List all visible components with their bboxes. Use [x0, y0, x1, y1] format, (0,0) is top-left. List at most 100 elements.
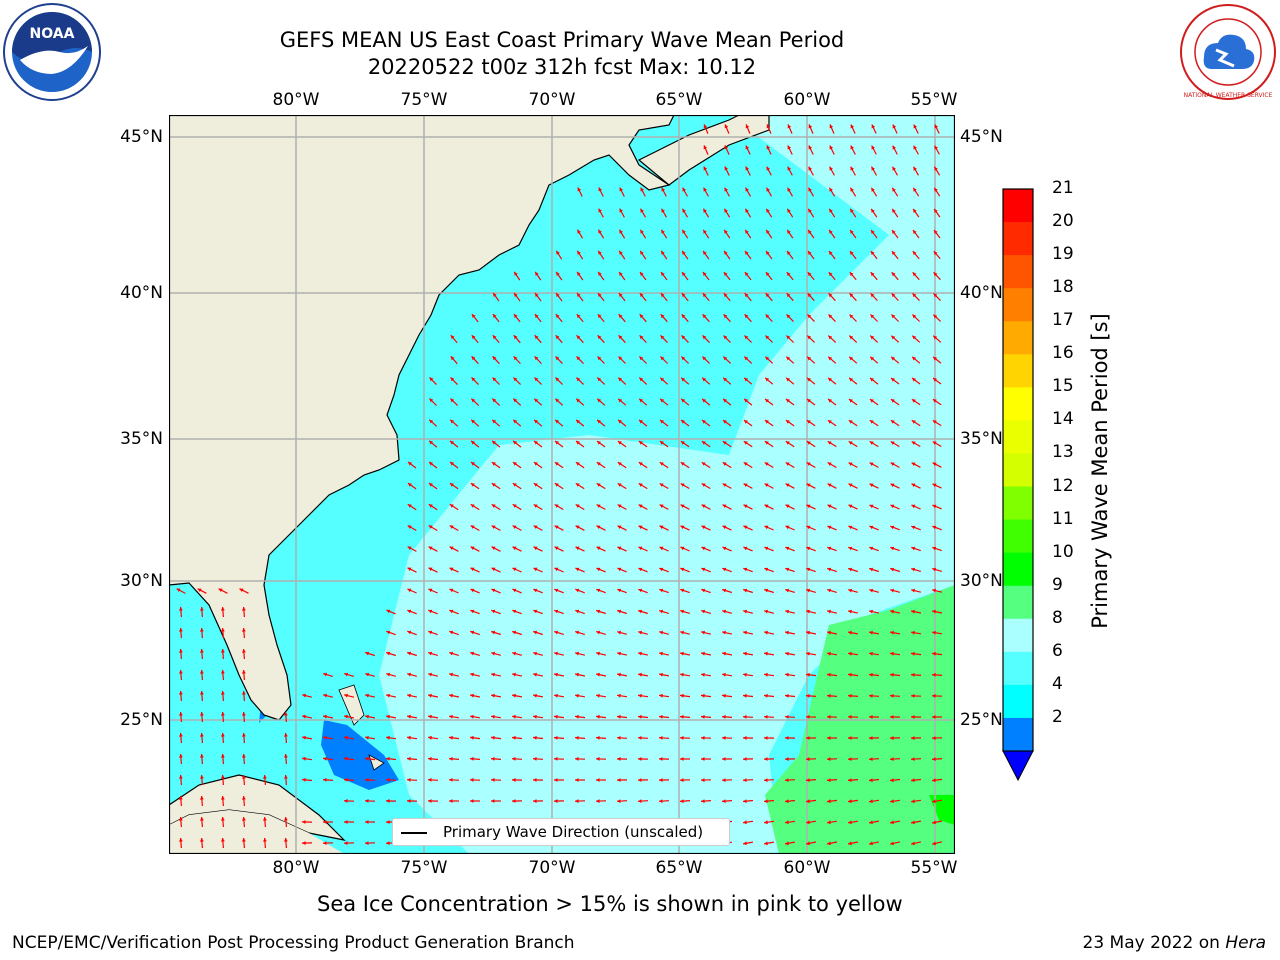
wave-arrow-head — [722, 799, 726, 803]
wave-arrow-head — [890, 609, 894, 614]
wave-arrow-head — [598, 271, 602, 276]
wave-arrow-head — [680, 630, 684, 635]
wave-arrow-head — [554, 757, 558, 761]
wave-arrow-head — [932, 609, 936, 614]
wave-arrow-head — [533, 714, 537, 719]
lat-tick-left-45n: 45°N — [120, 127, 163, 147]
wave-arrow-head — [617, 609, 622, 614]
wave-arrow-head — [764, 504, 769, 509]
wave-arrow-head — [911, 420, 916, 424]
wave-arrow-head — [911, 736, 915, 740]
wave-arrow-head — [344, 820, 348, 824]
period-2-4-bahamas — [321, 720, 399, 790]
colorbar-title: Primary Wave Mean Period [s] — [1088, 313, 1112, 629]
wave-arrow-head — [512, 588, 517, 593]
wave-arrow-head — [323, 735, 327, 740]
wave-arrow-head — [806, 483, 811, 487]
wave-arrow-head — [807, 356, 812, 361]
wave-arrow-head — [284, 712, 288, 716]
wave-arrow-head — [554, 630, 559, 635]
wave-arrow-head — [221, 838, 225, 842]
lon-tick-top-55w: 55°W — [910, 90, 958, 110]
wave-arrow-head — [242, 733, 246, 737]
wave-arrow-head — [534, 441, 538, 445]
wave-arrow-head — [786, 335, 791, 340]
wave-arrow-head — [806, 588, 811, 593]
wave-arrow-head — [179, 691, 183, 695]
wave-arrow-head — [513, 377, 518, 382]
wave-arrow-head — [344, 693, 348, 698]
wave-arrow-head — [724, 208, 728, 213]
wave-arrow-head — [745, 187, 749, 192]
wave-arrow-head — [491, 714, 495, 719]
wave-arrow-head — [911, 630, 915, 635]
wave-arrow-head — [764, 736, 768, 740]
wave-arrow-head — [242, 670, 246, 674]
wave-arrow-head — [554, 567, 559, 572]
wave-arrow-head — [682, 250, 686, 255]
wave-arrow-head — [638, 546, 643, 551]
wave-arrow-head — [533, 799, 537, 803]
wave-arrow-head — [491, 672, 495, 677]
wave-arrow-head — [848, 525, 853, 530]
colorbar-cell — [1003, 486, 1033, 521]
wave-arrow-head — [576, 419, 580, 424]
wave-arrow-head — [932, 799, 936, 804]
wave-arrow-head — [242, 712, 246, 716]
wave-arrow-head — [660, 377, 665, 382]
wave-arrow-head — [890, 399, 895, 403]
wave-arrow-head — [450, 419, 455, 424]
wave-arrow-head — [491, 735, 495, 740]
wave-arrow-head — [701, 504, 706, 508]
wave-arrow-head — [912, 356, 917, 361]
wave-arrow-head — [221, 796, 225, 800]
wave-arrow-head — [806, 820, 810, 825]
wave-arrow-head — [659, 778, 663, 782]
wave-arrow-head — [744, 335, 749, 340]
wave-arrow-head — [744, 377, 749, 382]
wave-arrow-head — [575, 609, 580, 614]
wave-arrow-head — [575, 757, 579, 761]
wave-arrow-head — [617, 799, 621, 803]
wave-arrow-head — [766, 145, 771, 150]
colorbar-cell — [1003, 585, 1033, 620]
wave-arrow-head — [743, 715, 747, 719]
wave-arrow-head — [555, 398, 560, 403]
wave-arrow-head — [659, 588, 664, 593]
footer-date: 23 May 2022 on Hera — [1083, 933, 1267, 953]
wave-arrow-head — [597, 377, 602, 382]
wave-arrow-head — [470, 546, 475, 550]
wave-arrow-head — [829, 229, 833, 234]
wave-arrow-head — [365, 841, 369, 845]
wave-arrow-head — [701, 588, 706, 593]
colorbar-label: 17 — [1052, 310, 1074, 331]
wave-arrow-head — [890, 546, 895, 551]
wave-arrow-head — [638, 672, 642, 677]
wave-arrow-head — [766, 124, 771, 129]
wave-arrow-head — [200, 628, 204, 632]
wave-arrow-head — [724, 166, 728, 171]
wave-arrow-head — [471, 419, 476, 424]
wave-arrow-head — [533, 757, 537, 761]
wave-arrow-head — [302, 820, 306, 824]
wave-arrow-head — [701, 778, 705, 782]
wave-arrow-head — [911, 567, 916, 572]
wave-arrow-head — [849, 251, 854, 255]
wave-arrow-head — [470, 672, 474, 677]
wave-arrow-head — [871, 208, 875, 213]
wave-arrow-head — [596, 504, 601, 508]
wave-arrow-head — [701, 525, 706, 530]
colorbar-label: 2 — [1052, 706, 1063, 727]
colorbar-cell — [1003, 255, 1033, 289]
wave-arrow-head — [449, 778, 453, 782]
wave-arrow-head — [534, 335, 539, 340]
wave-arrow-head — [892, 145, 896, 150]
wave-arrow-head — [179, 733, 183, 737]
wave-arrow-head — [890, 672, 894, 677]
wave-arrow-head — [575, 651, 579, 656]
wave-arrow-head — [932, 820, 936, 825]
wave-arrow-head — [659, 672, 663, 677]
wave-arrow-head — [764, 841, 768, 846]
footer-date-text: 23 May 2022 on — [1082, 933, 1226, 953]
wave-arrow-head — [890, 567, 895, 572]
